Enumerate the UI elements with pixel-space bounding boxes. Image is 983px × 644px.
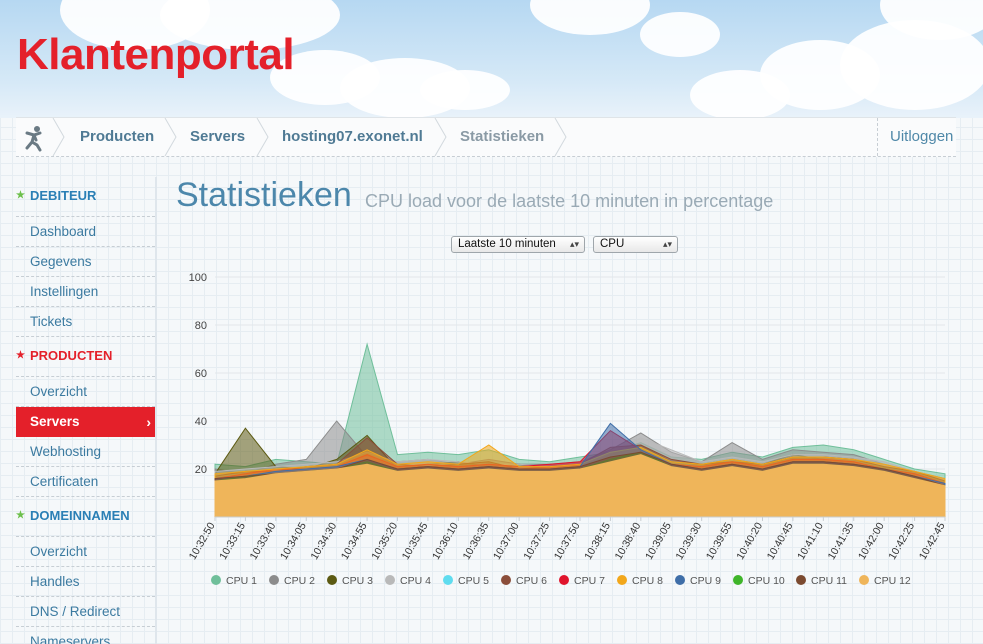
sidebar-item-overzicht[interactable]: Overzicht <box>16 377 155 407</box>
sidebar: ★ DEBITEUR Dashboard Gegevens Instellinge… <box>16 177 155 644</box>
x-tick-label: 10:34:55 <box>339 520 370 562</box>
sidebar-item-domain-overzicht[interactable]: Overzicht <box>16 537 155 567</box>
x-tick-label: 10:37:50 <box>552 520 583 562</box>
chevron-right-icon: › <box>146 414 151 430</box>
sidebar-item-servers[interactable]: Servers › <box>16 407 155 437</box>
metric-select[interactable]: CPU ▴▾ <box>593 236 678 253</box>
legend-marker <box>559 575 569 585</box>
x-tick-label: 10:40:20 <box>734 520 765 562</box>
select-arrows-icon: ▴▾ <box>569 239 579 249</box>
range-select[interactable]: Laatste 10 minuten ▴▾ <box>451 236 585 253</box>
y-tick-label: 60 <box>195 368 207 380</box>
star-icon: ★ <box>16 190 25 201</box>
chevron-separator-icon <box>52 118 65 156</box>
logout-link[interactable]: Uitloggen <box>877 118 956 156</box>
breadcrumb-statistieken: Statistieken <box>460 128 545 145</box>
sidebar-item-dns-redirect[interactable]: DNS / Redirect <box>16 597 155 627</box>
star-icon: ★ <box>16 510 25 521</box>
legend-marker <box>617 575 627 585</box>
legend-label: CPU 5 <box>458 575 489 587</box>
sidebar-section-debiteur: ★ DEBITEUR <box>16 177 155 217</box>
x-tick-label: 10:39:30 <box>673 520 704 562</box>
x-tick-label: 10:36:10 <box>430 520 461 562</box>
legend-marker <box>733 575 743 585</box>
breadcrumb-producten[interactable]: Producten <box>80 128 155 145</box>
y-tick-label: 100 <box>189 272 207 284</box>
legend-label: CPU 6 <box>516 575 547 587</box>
chevron-separator-icon <box>256 118 269 156</box>
x-tick-label: 10:41:10 <box>795 520 826 562</box>
legend-label: CPU 1 <box>226 575 257 587</box>
legend-label: CPU 3 <box>342 575 373 587</box>
legend-marker <box>859 575 869 585</box>
brand-logo-text[interactable]: Klantenportal <box>17 30 295 79</box>
sidebar-item-nameservers[interactable]: Nameservers <box>16 627 155 644</box>
x-tick-label: 10:35:45 <box>400 520 431 562</box>
x-tick-label: 10:37:00 <box>491 520 522 562</box>
x-tick-label: 10:40:45 <box>765 520 796 562</box>
legend-label: CPU 11 <box>811 575 847 587</box>
legend-marker <box>211 575 221 585</box>
legend-label: CPU 10 <box>748 575 785 587</box>
x-tick-label: 10:33:15 <box>217 520 248 562</box>
sidebar-divider <box>155 177 157 644</box>
home-button[interactable] <box>16 118 52 156</box>
legend-marker <box>796 575 806 585</box>
x-tick-label: 10:35:20 <box>369 520 400 562</box>
legend-marker <box>443 575 453 585</box>
page-title: Statistieken <box>176 176 352 214</box>
chevron-separator-icon <box>554 118 567 156</box>
x-tick-label: 10:39:05 <box>643 520 674 562</box>
x-tick-label: 10:37:25 <box>521 520 552 562</box>
page-subtitle: CPU load voor de laatste 10 minuten in p… <box>365 191 774 211</box>
page-background <box>0 115 983 644</box>
runner-icon <box>25 126 42 152</box>
sidebar-item-webhosting[interactable]: Webhosting <box>16 437 155 467</box>
breadcrumb: Producten Servers hosting07.exonet.nl St… <box>16 117 956 157</box>
legend-marker <box>501 575 511 585</box>
y-tick-label: 40 <box>195 416 207 428</box>
x-tick-label: 10:34:30 <box>308 520 339 562</box>
legend-marker <box>385 575 395 585</box>
sidebar-item-instellingen[interactable]: Instellingen <box>16 277 155 307</box>
sidebar-item-gegevens[interactable]: Gegevens <box>16 247 155 277</box>
y-tick-label: 80 <box>195 320 207 332</box>
sidebar-item-tickets[interactable]: Tickets <box>16 307 155 337</box>
legend-label: CPU 9 <box>690 575 721 587</box>
series-area-cpu-12 <box>214 454 946 518</box>
x-tick-label: 10:32:50 <box>187 520 218 562</box>
sidebar-section-producten: ★ PRODUCTEN <box>16 337 155 377</box>
legend-marker <box>269 575 279 585</box>
y-tick-label: 20 <box>195 464 207 476</box>
x-tick-label: 10:42:25 <box>886 520 917 562</box>
legend-label: CPU 2 <box>284 575 315 587</box>
breadcrumb-servers[interactable]: Servers <box>190 128 246 145</box>
legend-label: CPU 8 <box>632 575 663 587</box>
sidebar-section-domeinnamen: ★ DOMEINNAMEN <box>16 497 155 537</box>
sidebar-item-handles[interactable]: Handles <box>16 567 155 597</box>
x-tick-label: 10:42:00 <box>856 520 887 562</box>
legend-marker <box>675 575 685 585</box>
x-tick-label: 10:41:35 <box>826 520 857 562</box>
x-tick-label: 10:38:15 <box>582 520 613 562</box>
select-arrows-icon: ▴▾ <box>662 239 672 249</box>
x-tick-label: 10:39:55 <box>704 520 735 562</box>
x-tick-label: 10:33:40 <box>248 520 279 562</box>
legend-label: CPU 7 <box>574 575 605 587</box>
breadcrumb-host[interactable]: hosting07.exonet.nl <box>282 128 423 145</box>
legend-label: CPU 4 <box>400 575 431 587</box>
sidebar-item-certificaten[interactable]: Certificaten <box>16 467 155 497</box>
x-tick-label: 10:36:35 <box>461 520 492 562</box>
star-icon: ★ <box>16 350 25 361</box>
legend-marker <box>327 575 337 585</box>
chevron-separator-icon <box>164 118 177 156</box>
sidebar-item-dashboard[interactable]: Dashboard <box>16 217 155 247</box>
x-tick-label: 10:42:45 <box>917 520 948 562</box>
x-tick-label: 10:34:05 <box>278 520 309 562</box>
chevron-separator-icon <box>434 118 447 156</box>
header-banner: Klantenportal <box>0 0 983 118</box>
x-tick-label: 10:38:40 <box>613 520 644 562</box>
legend-label: CPU 12 <box>874 575 911 587</box>
